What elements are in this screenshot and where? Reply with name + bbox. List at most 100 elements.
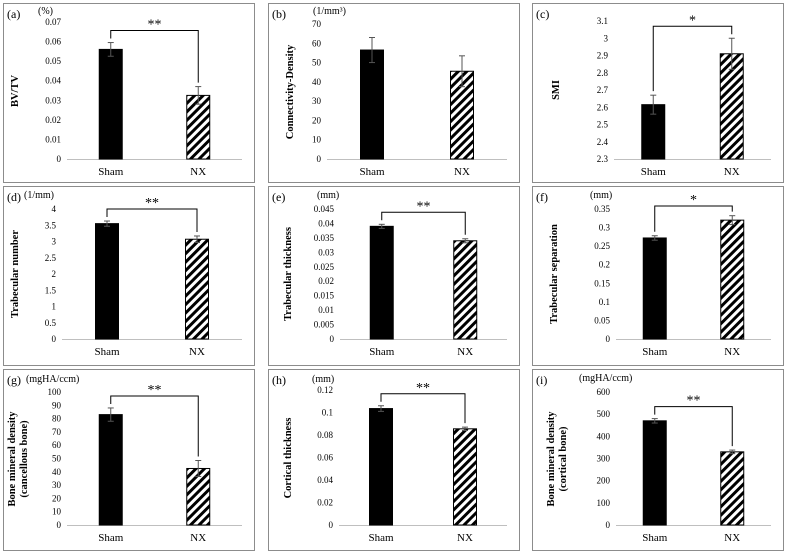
y-tick-label: 500	[597, 409, 611, 419]
y-tick-label: 0	[330, 334, 335, 344]
plot-area: 2.3 2.4 2.5 2.6 2.7 2.8 2.9 3 3.1 Sham NX *	[597, 13, 771, 178]
unit-label: (mgHA/ccm)	[26, 374, 80, 385]
y-tick-label: 50	[52, 454, 62, 464]
significance-marker: *	[690, 193, 697, 208]
y-tick-label: 10	[52, 507, 62, 517]
x-tick-label: NX	[457, 532, 473, 544]
y-tick-label: 0.025	[314, 262, 335, 272]
y-tick-label: 0.25	[594, 241, 610, 251]
y-tick-label: 2.3	[597, 154, 609, 164]
y-tick-label: 30	[52, 480, 62, 490]
unit-label: (1/mm³)	[313, 6, 346, 17]
bar-nx	[453, 428, 477, 526]
plot-area: 0 0.5 1 1.5 2 2.5 3 3.5 4 Sham NX **	[45, 196, 242, 358]
y-tick-label: 0.01	[318, 305, 334, 315]
panel-label: (c)	[536, 7, 550, 21]
y-tick-label: 0	[317, 154, 322, 164]
y-tick-label: 0	[52, 334, 57, 344]
y-tick-label: 0	[606, 520, 611, 530]
y-tick-label: 50	[312, 58, 322, 68]
chart-panel-g: (g) (mgHA/ccm) Bone mineral density (cancel…	[3, 369, 255, 551]
x-tick-label: Sham	[642, 532, 668, 544]
y-tick-label: 0.01	[45, 134, 61, 144]
chart-panel-c: (c) SMI 2.3 2.4 2.5 2.6 2.7 2.8 2.9 3 3.1 Sham NX *	[532, 3, 784, 183]
x-tick-label: Sham	[98, 166, 124, 178]
y-tick-label: 90	[52, 400, 62, 410]
y-tick-label: 0.015	[314, 291, 335, 301]
y-tick-label: 0	[606, 334, 611, 344]
bar-sham	[369, 225, 394, 340]
x-tick-label: NX	[189, 346, 205, 358]
y-tick-label: 3.1	[597, 16, 608, 26]
significance-marker: **	[416, 381, 430, 396]
y-tick-label: 2.6	[597, 102, 609, 112]
y-tick-label: 200	[597, 476, 611, 486]
y-tick-label: 2.9	[597, 51, 609, 61]
y-tick-label: 1.5	[45, 285, 57, 295]
y-tick-label: 0.02	[318, 276, 334, 286]
y-tick-label: 0.15	[594, 278, 610, 288]
y-tick-label: 30	[312, 96, 322, 106]
y-tick-label: 0.05	[45, 56, 61, 66]
x-tick-label: NX	[190, 532, 206, 544]
significance-marker: **	[148, 383, 162, 398]
y-tick-label: 600	[597, 387, 611, 397]
y-tick-label: 80	[52, 414, 62, 424]
x-tick-label: NX	[454, 166, 470, 178]
y-tick-label: 300	[597, 454, 611, 464]
y-tick-label: 40	[312, 77, 322, 87]
y-tick-label: 0.03	[45, 95, 61, 105]
significance-bracket	[110, 395, 199, 457]
y-tick-label: 2.5	[45, 253, 57, 263]
plot-area: 0 100 200 300 400 500 600 Sham NX **	[597, 387, 771, 544]
y-tick-label: 400	[597, 431, 611, 441]
plot-area: 0 10 20 30 40 50 60 70 80 90 100 Sham NX **	[48, 383, 242, 544]
y-tick-label: 0.06	[45, 37, 61, 47]
significance-bracket	[381, 211, 466, 235]
x-tick-label: NX	[457, 346, 473, 358]
y-tick-label: 0.1	[322, 408, 333, 418]
x-tick-label: NX	[724, 532, 740, 544]
y-tick-label: 0.06	[317, 453, 333, 463]
y-tick-label: 0.04	[318, 218, 334, 228]
y-tick-label: 70	[312, 19, 322, 29]
y-tick-label: 40	[52, 467, 62, 477]
y-tick-label: 3	[52, 237, 57, 247]
y-tick-label: 0.35	[594, 204, 610, 214]
significance-bracket	[106, 208, 198, 232]
y-tick-label: 0.2	[599, 260, 610, 270]
plot-area: 0 0.01 0.02 0.03 0.04 0.05 0.06 0.07 Sham NX **	[45, 17, 242, 178]
y-tick-label: 100	[597, 498, 611, 508]
panel-label: (f)	[536, 190, 548, 204]
bar-sham	[642, 237, 667, 340]
y-tick-label: 10	[312, 135, 322, 145]
y-tick-label: 3.5	[45, 220, 57, 230]
y-tick-label: 70	[52, 427, 62, 437]
x-tick-label: Sham	[98, 532, 124, 544]
chart-panel-e: (e) (mm) Trabecular thickness 0 0.005 0.01 0.0…	[268, 186, 520, 366]
unit-label: (mm)	[312, 374, 335, 385]
x-tick-label: Sham	[641, 166, 667, 178]
y-tick-label: 0.04	[317, 475, 333, 485]
unit-label: (mgHA/ccm)	[579, 373, 633, 384]
y-tick-label: 0.07	[45, 17, 61, 27]
y-tick-label: 0	[329, 520, 334, 530]
y-tick-label: 3	[604, 33, 609, 43]
y-tick-label: 0.005	[314, 320, 335, 330]
unit-label: (mm)	[590, 190, 613, 201]
bar-sham	[642, 420, 667, 526]
plot-area: 0 10 20 30 40 50 60 70 Sham NX	[312, 19, 507, 178]
panel-label: (e)	[272, 190, 286, 204]
panel-label: (d)	[7, 190, 21, 204]
panel-label: (a)	[7, 7, 21, 21]
bar-nx	[720, 451, 745, 526]
bar-sham	[98, 414, 123, 526]
significance-marker: *	[689, 13, 696, 28]
x-tick-label: Sham	[369, 346, 395, 358]
y-tick-label: 60	[52, 440, 62, 450]
y-tick-label: 2	[52, 269, 57, 279]
y-tick-label: 20	[312, 115, 322, 125]
plot-area: 0 0.02 0.04 0.06 0.08 0.1 0.12 Sham NX **	[317, 381, 507, 544]
chart-panel-f: (f) (mm) Trabecular separation 0 0.05 0.1 0.15…	[532, 186, 784, 366]
panel-label: (b)	[272, 7, 286, 21]
